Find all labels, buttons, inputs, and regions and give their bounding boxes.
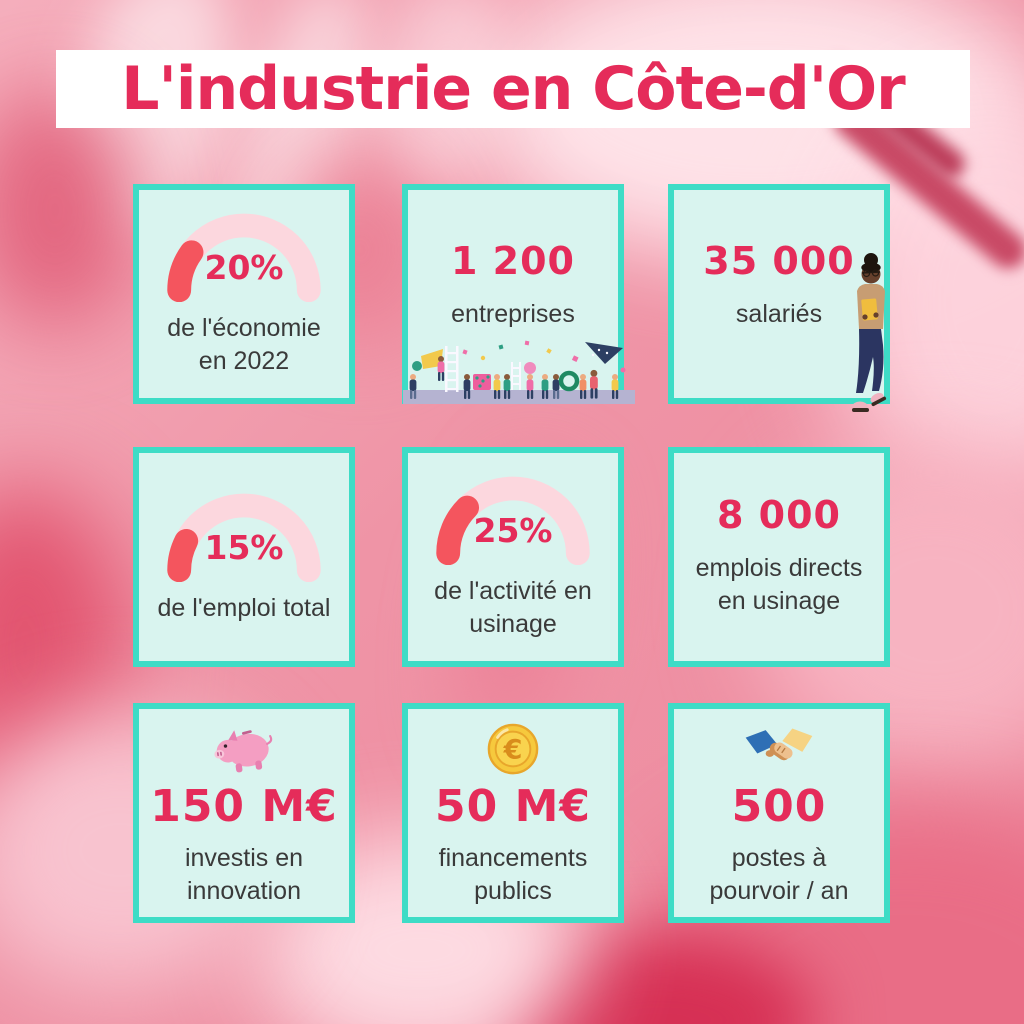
- card-entreprises: 1 200 entreprises: [402, 184, 635, 404]
- label-line: en usinage: [717, 586, 841, 615]
- card-label: de l'économie en 2022: [167, 312, 320, 378]
- label-line: financements: [438, 844, 588, 873]
- card-innovation: 150 M€ investis en innovation: [133, 703, 355, 923]
- euro-coin-icon: €: [486, 718, 540, 776]
- label-line: en 2022: [198, 347, 290, 375]
- page-title: L'industrie en Côte-d'Or: [121, 54, 905, 124]
- gauge-arc: [167, 493, 321, 582]
- label-line: investis en: [184, 844, 304, 873]
- gauge-arc: [436, 476, 590, 565]
- label-line: entreprises: [451, 299, 575, 328]
- card-label: emplois directs en usinage: [696, 552, 863, 618]
- card-salaries: 35 000 salariés: [668, 184, 890, 412]
- piggy-bank-icon: [208, 718, 280, 776]
- workers-crowd-illustration: [403, 340, 635, 404]
- stat-number: 8 000: [717, 493, 841, 538]
- label-line: de l'emploi total: [157, 593, 331, 622]
- gauge-value: 25%: [473, 511, 553, 550]
- stat-number: 150 M€: [150, 780, 338, 832]
- card-economie: 20% de l'économie en 2022: [133, 184, 355, 404]
- card-emploi-total: 15% de l'emploi total: [133, 447, 355, 667]
- label-line: salariés: [735, 299, 823, 328]
- card-postes: 500 postes à pourvoir / an: [668, 703, 890, 923]
- stat-number: 1 200: [451, 239, 575, 283]
- label-line: de l'économie: [167, 314, 321, 342]
- card-label: postes à pourvoir / an: [710, 842, 849, 908]
- gauge-arc: [167, 213, 321, 302]
- card-label: de l'activité en usinage: [434, 575, 592, 641]
- gauge-value: 20%: [204, 248, 284, 287]
- card-label: salariés: [736, 298, 822, 331]
- svg-text:€: €: [503, 735, 523, 766]
- label-line: postes à: [731, 844, 827, 873]
- label-line: emplois directs: [695, 553, 863, 582]
- gauge-value: 15%: [204, 527, 284, 567]
- label-line: publics: [474, 877, 552, 906]
- gauge-employment: 15%: [163, 490, 325, 582]
- card-label: investis en innovation: [185, 842, 303, 908]
- standing-woman-illustration: [852, 253, 887, 412]
- card-financements: € 50 M€ financements publics: [402, 703, 624, 923]
- card-label: financements publics: [439, 842, 588, 908]
- card-label: entreprises: [451, 298, 575, 331]
- gauge-machining: 25%: [432, 473, 594, 565]
- gauge-economy: 20%: [163, 210, 325, 302]
- background-blob: [0, 90, 140, 330]
- card-emplois-directs: 8 000 emplois directs en usinage: [668, 447, 890, 667]
- card-activite-usinage: 25% de l'activité en usinage: [402, 447, 624, 667]
- label-line: usinage: [469, 610, 557, 638]
- title-banner: L'industrie en Côte-d'Or: [56, 50, 970, 128]
- label-line: de l'activité en: [434, 577, 592, 605]
- stat-number: 35 000: [703, 239, 855, 283]
- handshake-icon: [744, 718, 814, 776]
- stat-number: 50 M€: [435, 780, 591, 832]
- label-line: pourvoir / an: [709, 877, 849, 906]
- label-line: innovation: [187, 877, 301, 906]
- card-label: de l'emploi total: [158, 592, 331, 625]
- stat-number: 500: [731, 780, 827, 832]
